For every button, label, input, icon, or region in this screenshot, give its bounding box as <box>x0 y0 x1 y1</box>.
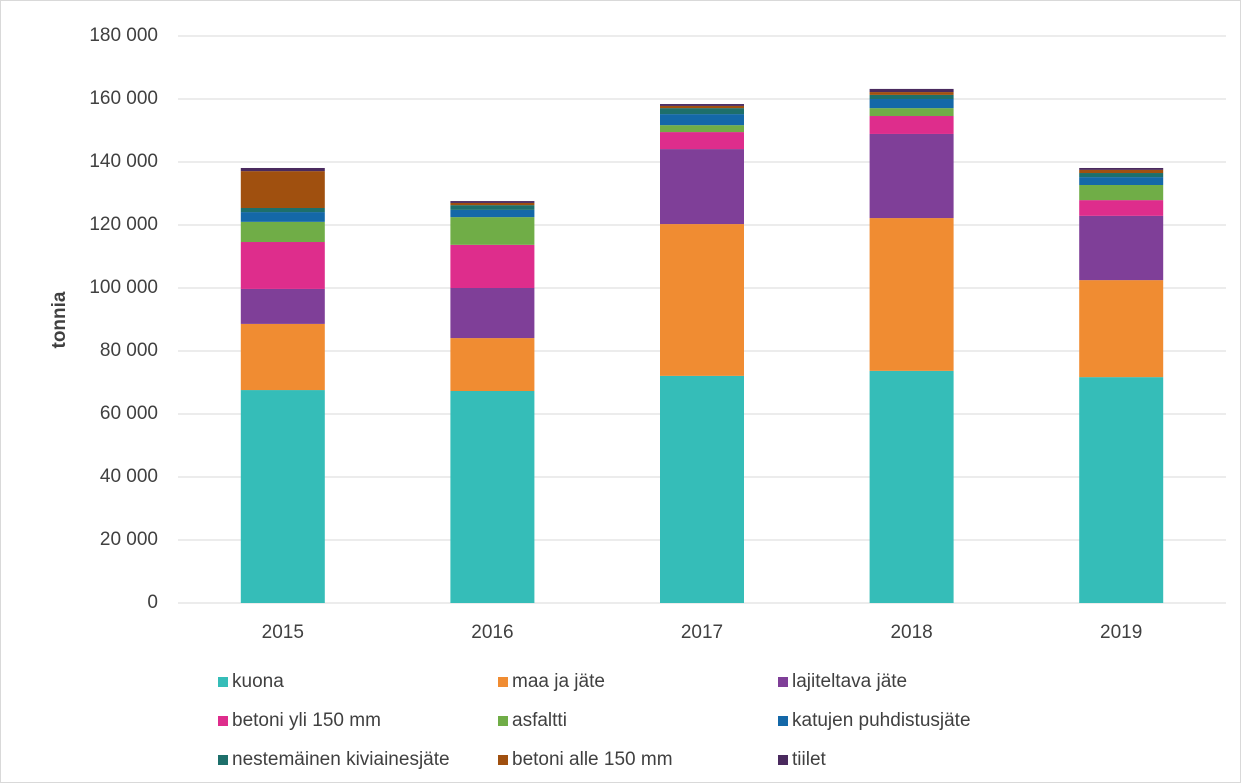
bar-segment <box>1079 173 1164 178</box>
y-tick-label: 100 000 <box>89 277 158 298</box>
bar-segment <box>869 99 954 109</box>
legend-swatch <box>218 677 228 687</box>
legend-label: maa ja jäte <box>512 671 605 692</box>
y-tick-label: 40 000 <box>100 466 158 487</box>
bar-segment <box>450 391 535 603</box>
legend-swatch <box>778 716 788 726</box>
bar-segment <box>450 288 535 339</box>
bar-segment <box>660 125 744 133</box>
legend-swatch <box>498 716 508 726</box>
legend-swatch <box>218 716 228 726</box>
bar-segment <box>450 201 535 203</box>
bar-segment <box>450 338 535 392</box>
bar-segment <box>660 132 744 150</box>
bar-segment <box>660 224 744 376</box>
bar-segment <box>450 244 535 288</box>
bar-segment <box>869 94 954 99</box>
bar-segment <box>660 114 744 126</box>
y-axis-label: tonnia <box>49 291 70 348</box>
legend-label: katujen puhdistusjäte <box>792 710 971 731</box>
bar-segment <box>240 167 325 172</box>
bar-segment <box>869 116 954 134</box>
bar-segment <box>450 205 535 210</box>
legend-swatch <box>778 755 788 765</box>
bar-segment <box>869 370 954 603</box>
y-tick-label: 20 000 <box>100 529 158 550</box>
legend-label: tiilet <box>792 749 827 770</box>
legend-label: betoni yli 150 mm <box>232 710 381 731</box>
legend-label: lajiteltava jäte <box>792 671 907 692</box>
y-tick-label: 80 000 <box>100 340 158 361</box>
x-tick-label: 2015 <box>262 622 304 643</box>
legend-label: kuona <box>232 671 284 692</box>
bar-segment <box>1079 377 1164 603</box>
bar-segment <box>1079 280 1164 378</box>
y-tick-label: 140 000 <box>89 151 158 172</box>
y-tick-label: 180 000 <box>89 25 158 46</box>
bar-segment <box>660 104 744 106</box>
legend-swatch <box>498 755 508 765</box>
bar-segment <box>450 202 535 206</box>
bar-segment <box>240 221 325 243</box>
legend-swatch <box>218 755 228 765</box>
x-tick-label: 2019 <box>1100 622 1142 643</box>
bar-segment <box>869 133 954 219</box>
bar-segment <box>660 149 744 225</box>
bar-segment <box>660 105 744 109</box>
legend-swatch <box>498 677 508 687</box>
bar-segment <box>1079 200 1164 216</box>
y-tick-label: 160 000 <box>89 88 158 109</box>
bar-segment <box>1079 215 1164 281</box>
bar-segment <box>240 288 325 324</box>
bar-segment <box>240 207 325 213</box>
legend-label: betoni alle 150 mm <box>512 749 673 770</box>
bar-segment <box>240 390 325 603</box>
bar-segment <box>869 88 954 93</box>
bar-segment <box>1079 177 1164 185</box>
bar-segment <box>869 218 954 371</box>
bar-segment <box>450 217 535 245</box>
y-tick-label: 60 000 <box>100 403 158 424</box>
x-tick-label: 2016 <box>471 622 513 643</box>
bar-segment <box>1079 169 1164 174</box>
x-tick-label: 2017 <box>681 622 723 643</box>
legend-label: nestemäinen kiviainesjäte <box>232 749 450 770</box>
legend-label: asfaltti <box>512 710 567 731</box>
legend-swatch <box>778 677 788 687</box>
bar-segment <box>1079 184 1164 201</box>
bar-segment <box>240 323 325 391</box>
x-tick-label: 2018 <box>890 622 932 643</box>
bar-segment <box>1079 167 1164 170</box>
bar-segment <box>450 209 535 218</box>
bar-segment <box>240 212 325 222</box>
bar-segment <box>869 92 954 95</box>
bar-segment <box>240 171 325 208</box>
bar-segment <box>240 242 325 289</box>
y-tick-label: 0 <box>147 592 158 613</box>
bar-segment <box>660 375 744 603</box>
bar-segment <box>869 108 954 117</box>
y-tick-label: 120 000 <box>89 214 158 235</box>
bar-segment <box>660 108 744 115</box>
